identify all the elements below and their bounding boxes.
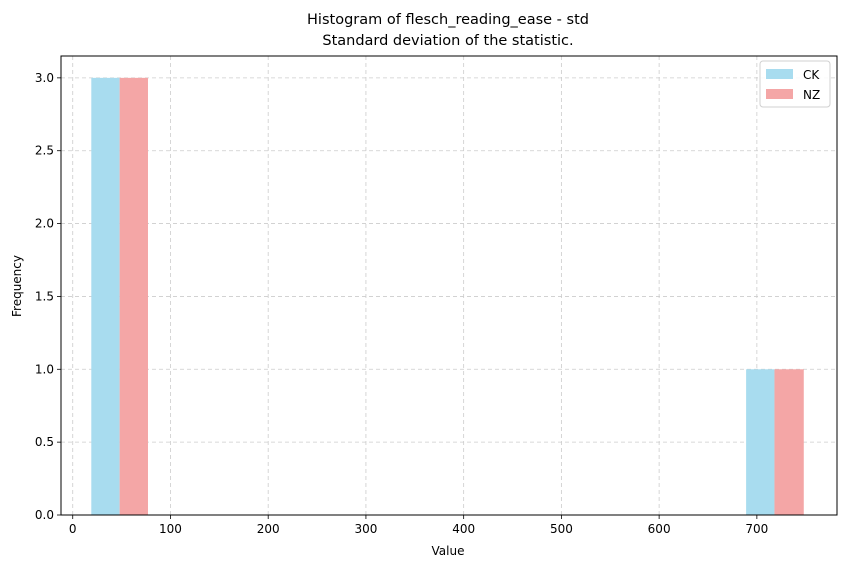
x-tick-label: 0 (69, 522, 77, 536)
grid (61, 56, 837, 516)
legend-swatch (766, 89, 793, 99)
plot-frame (60, 55, 838, 516)
y-tick-label: 0.5 (35, 435, 54, 449)
bar-nz (774, 369, 804, 515)
x-tick-label: 200 (257, 522, 280, 536)
y-tick-label: 3.0 (35, 71, 54, 85)
y-axis: 0.0 0.5 1.0 1.5 2.0 2.5 3.0 (35, 71, 61, 522)
legend-label: NZ (803, 88, 820, 102)
x-tick-label: 600 (648, 522, 671, 536)
y-tick-label: 2.0 (35, 217, 54, 231)
y-tick-label: 2.5 (35, 144, 54, 158)
legend-label: CK (803, 68, 820, 82)
x-tick-label: 500 (550, 522, 573, 536)
y-tick-label: 1.0 (35, 362, 54, 376)
bars (91, 77, 804, 515)
chart-title: Histogram of flesch_reading_ease - std (307, 12, 589, 28)
x-tick-label: 300 (354, 522, 377, 536)
legend-swatch (766, 69, 793, 79)
bar-ck (91, 77, 120, 515)
x-axis: 0 100 200 300 400 500 600 700 (69, 515, 768, 536)
y-axis-label: Frequency (10, 255, 24, 317)
bar-ck (746, 369, 775, 515)
x-tick-label: 400 (452, 522, 475, 536)
y-tick-label: 0.0 (35, 508, 54, 522)
chart-subtitle: Standard deviation of the statistic. (322, 33, 573, 49)
bar-nz (119, 77, 148, 515)
y-tick-label: 1.5 (35, 289, 54, 303)
x-axis-label: Value (432, 544, 465, 558)
legend: CK NZ (759, 60, 831, 108)
x-tick-label: 100 (159, 522, 182, 536)
x-tick-label: 700 (745, 522, 768, 536)
